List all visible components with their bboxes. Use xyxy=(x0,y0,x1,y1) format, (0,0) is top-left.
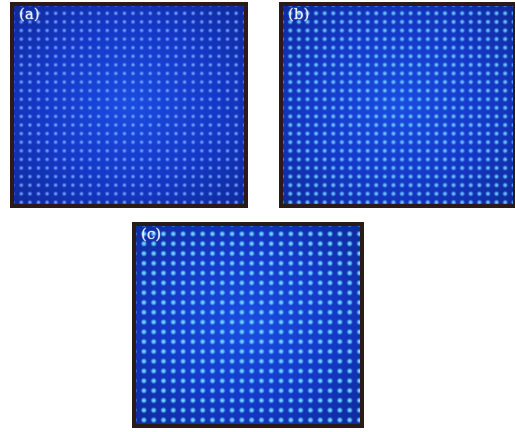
image-background xyxy=(283,6,513,204)
spot-array xyxy=(14,6,244,204)
panel-label-a: (a) xyxy=(19,5,40,23)
image-background xyxy=(14,6,244,204)
panel-label-b: (b) xyxy=(288,5,310,23)
image-background xyxy=(136,226,360,424)
spot-array xyxy=(136,226,360,424)
spot-array-image-c: (c) xyxy=(132,222,364,428)
spot-array xyxy=(283,6,513,204)
panel-label-c: (c) xyxy=(141,225,162,243)
spot-array-image-b: (b) xyxy=(279,2,515,208)
spot-array-image-a: (a) xyxy=(10,2,248,208)
